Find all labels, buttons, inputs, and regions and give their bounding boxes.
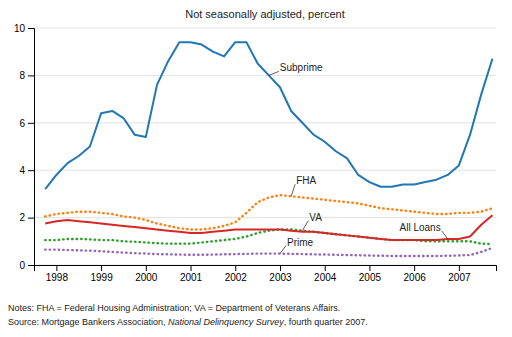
grid-line	[34, 170, 496, 171]
chart: 1998 1999 2000 2001 2002 2003 2004 2005 2006 2007…	[0, 0, 512, 337]
x-tick-mark	[369, 265, 370, 271]
series-line	[45, 42, 492, 189]
label-leader	[442, 231, 448, 239]
label-leader	[291, 184, 295, 196]
y-tick-mark	[28, 218, 34, 219]
y-tick-mark	[28, 28, 34, 29]
y-axis-line	[28, 29, 35, 266]
source: Source: Mortgage Bankers Association, Na…	[8, 317, 368, 327]
series-label: All Loans	[400, 222, 441, 233]
x-tick: 2003	[269, 265, 292, 283]
y-tick: 4	[19, 165, 34, 176]
y-tick-label: 2	[19, 212, 25, 223]
x-axis-line	[35, 266, 497, 272]
x-tick-mark	[280, 265, 281, 271]
y-tick: 2	[19, 212, 34, 223]
series-label: VA	[309, 212, 322, 223]
series-label: FHA	[296, 175, 316, 186]
x-tick-label: 2004	[314, 272, 337, 283]
y-tick-label: 8	[19, 70, 25, 81]
lines	[45, 42, 492, 256]
x-tick-label: 2003	[269, 272, 292, 283]
x-tick: 1999	[90, 265, 113, 283]
x-tick: 1998	[46, 265, 69, 283]
grid-line	[34, 217, 496, 218]
source-part: Source: Mortgage Bankers Association,	[8, 317, 168, 327]
x-tick-label: 1999	[90, 272, 113, 283]
label-leader	[269, 71, 279, 75]
y-tick-label: 10	[14, 23, 26, 34]
notes: Notes: FHA = Federal Housing Administrat…	[8, 303, 340, 313]
y-tick-label: 6	[19, 118, 25, 129]
grid-line	[34, 122, 496, 123]
y-tick-label: 0	[19, 260, 25, 271]
x-tick-label: 2000	[135, 272, 158, 283]
grid	[34, 28, 496, 265]
y-tick-mark	[28, 123, 34, 124]
x-tick-label: 1998	[46, 272, 69, 283]
x-tick: 2007	[448, 265, 471, 283]
y-tick-label: 4	[19, 165, 25, 176]
x-tick: 2001	[180, 265, 203, 283]
x-axis: 1998 1999 2000 2001 2002 2003 2004 2005 2006 2007	[35, 265, 497, 283]
grid-line	[34, 75, 496, 76]
series-line	[45, 215, 492, 240]
x-tick-mark	[56, 265, 57, 271]
x-tick-label: 2005	[359, 272, 382, 283]
x-tick-mark	[235, 265, 236, 271]
y-tick-mark	[28, 75, 34, 76]
x-tick-mark	[191, 265, 192, 271]
x-tick-mark	[101, 265, 102, 271]
x-tick-label: 2006	[404, 272, 427, 283]
y-tick: 10	[14, 23, 34, 34]
y-tick: 8	[19, 70, 34, 81]
x-tick-label: 2002	[225, 272, 248, 283]
y-tick: 6	[19, 118, 34, 129]
x-tick-mark	[325, 265, 326, 271]
x-tick-mark	[459, 265, 460, 271]
grid-line	[34, 28, 496, 29]
x-tick: 2000	[135, 265, 158, 283]
series-label: Prime	[287, 237, 314, 248]
y-tick-mark	[28, 170, 34, 171]
series-label: Subprime	[280, 62, 323, 73]
title: Not seasonally adjusted, percent	[185, 8, 345, 20]
y-tick: 0	[19, 260, 34, 271]
x-tick-label: 2007	[448, 272, 471, 283]
series-labels: Subprime FHA VA All Loans Prime	[269, 62, 448, 253]
x-tick-mark	[414, 265, 415, 271]
label-leader	[302, 221, 308, 231]
y-tick-mark	[28, 265, 34, 266]
source-part: , fourth quarter 2007.	[284, 317, 368, 327]
x-tick: 2005	[359, 265, 382, 283]
x-tick: 2004	[314, 265, 337, 283]
label-leader	[280, 246, 286, 254]
x-tick-mark	[146, 265, 147, 271]
series-line	[45, 248, 492, 256]
x-tick: 2006	[404, 265, 427, 283]
source-part: National Delinquency Survey	[168, 317, 284, 327]
x-tick: 2002	[225, 265, 248, 283]
y-axis: 0 2 4 6 8 10	[14, 23, 35, 271]
x-tick-label: 2001	[180, 272, 203, 283]
